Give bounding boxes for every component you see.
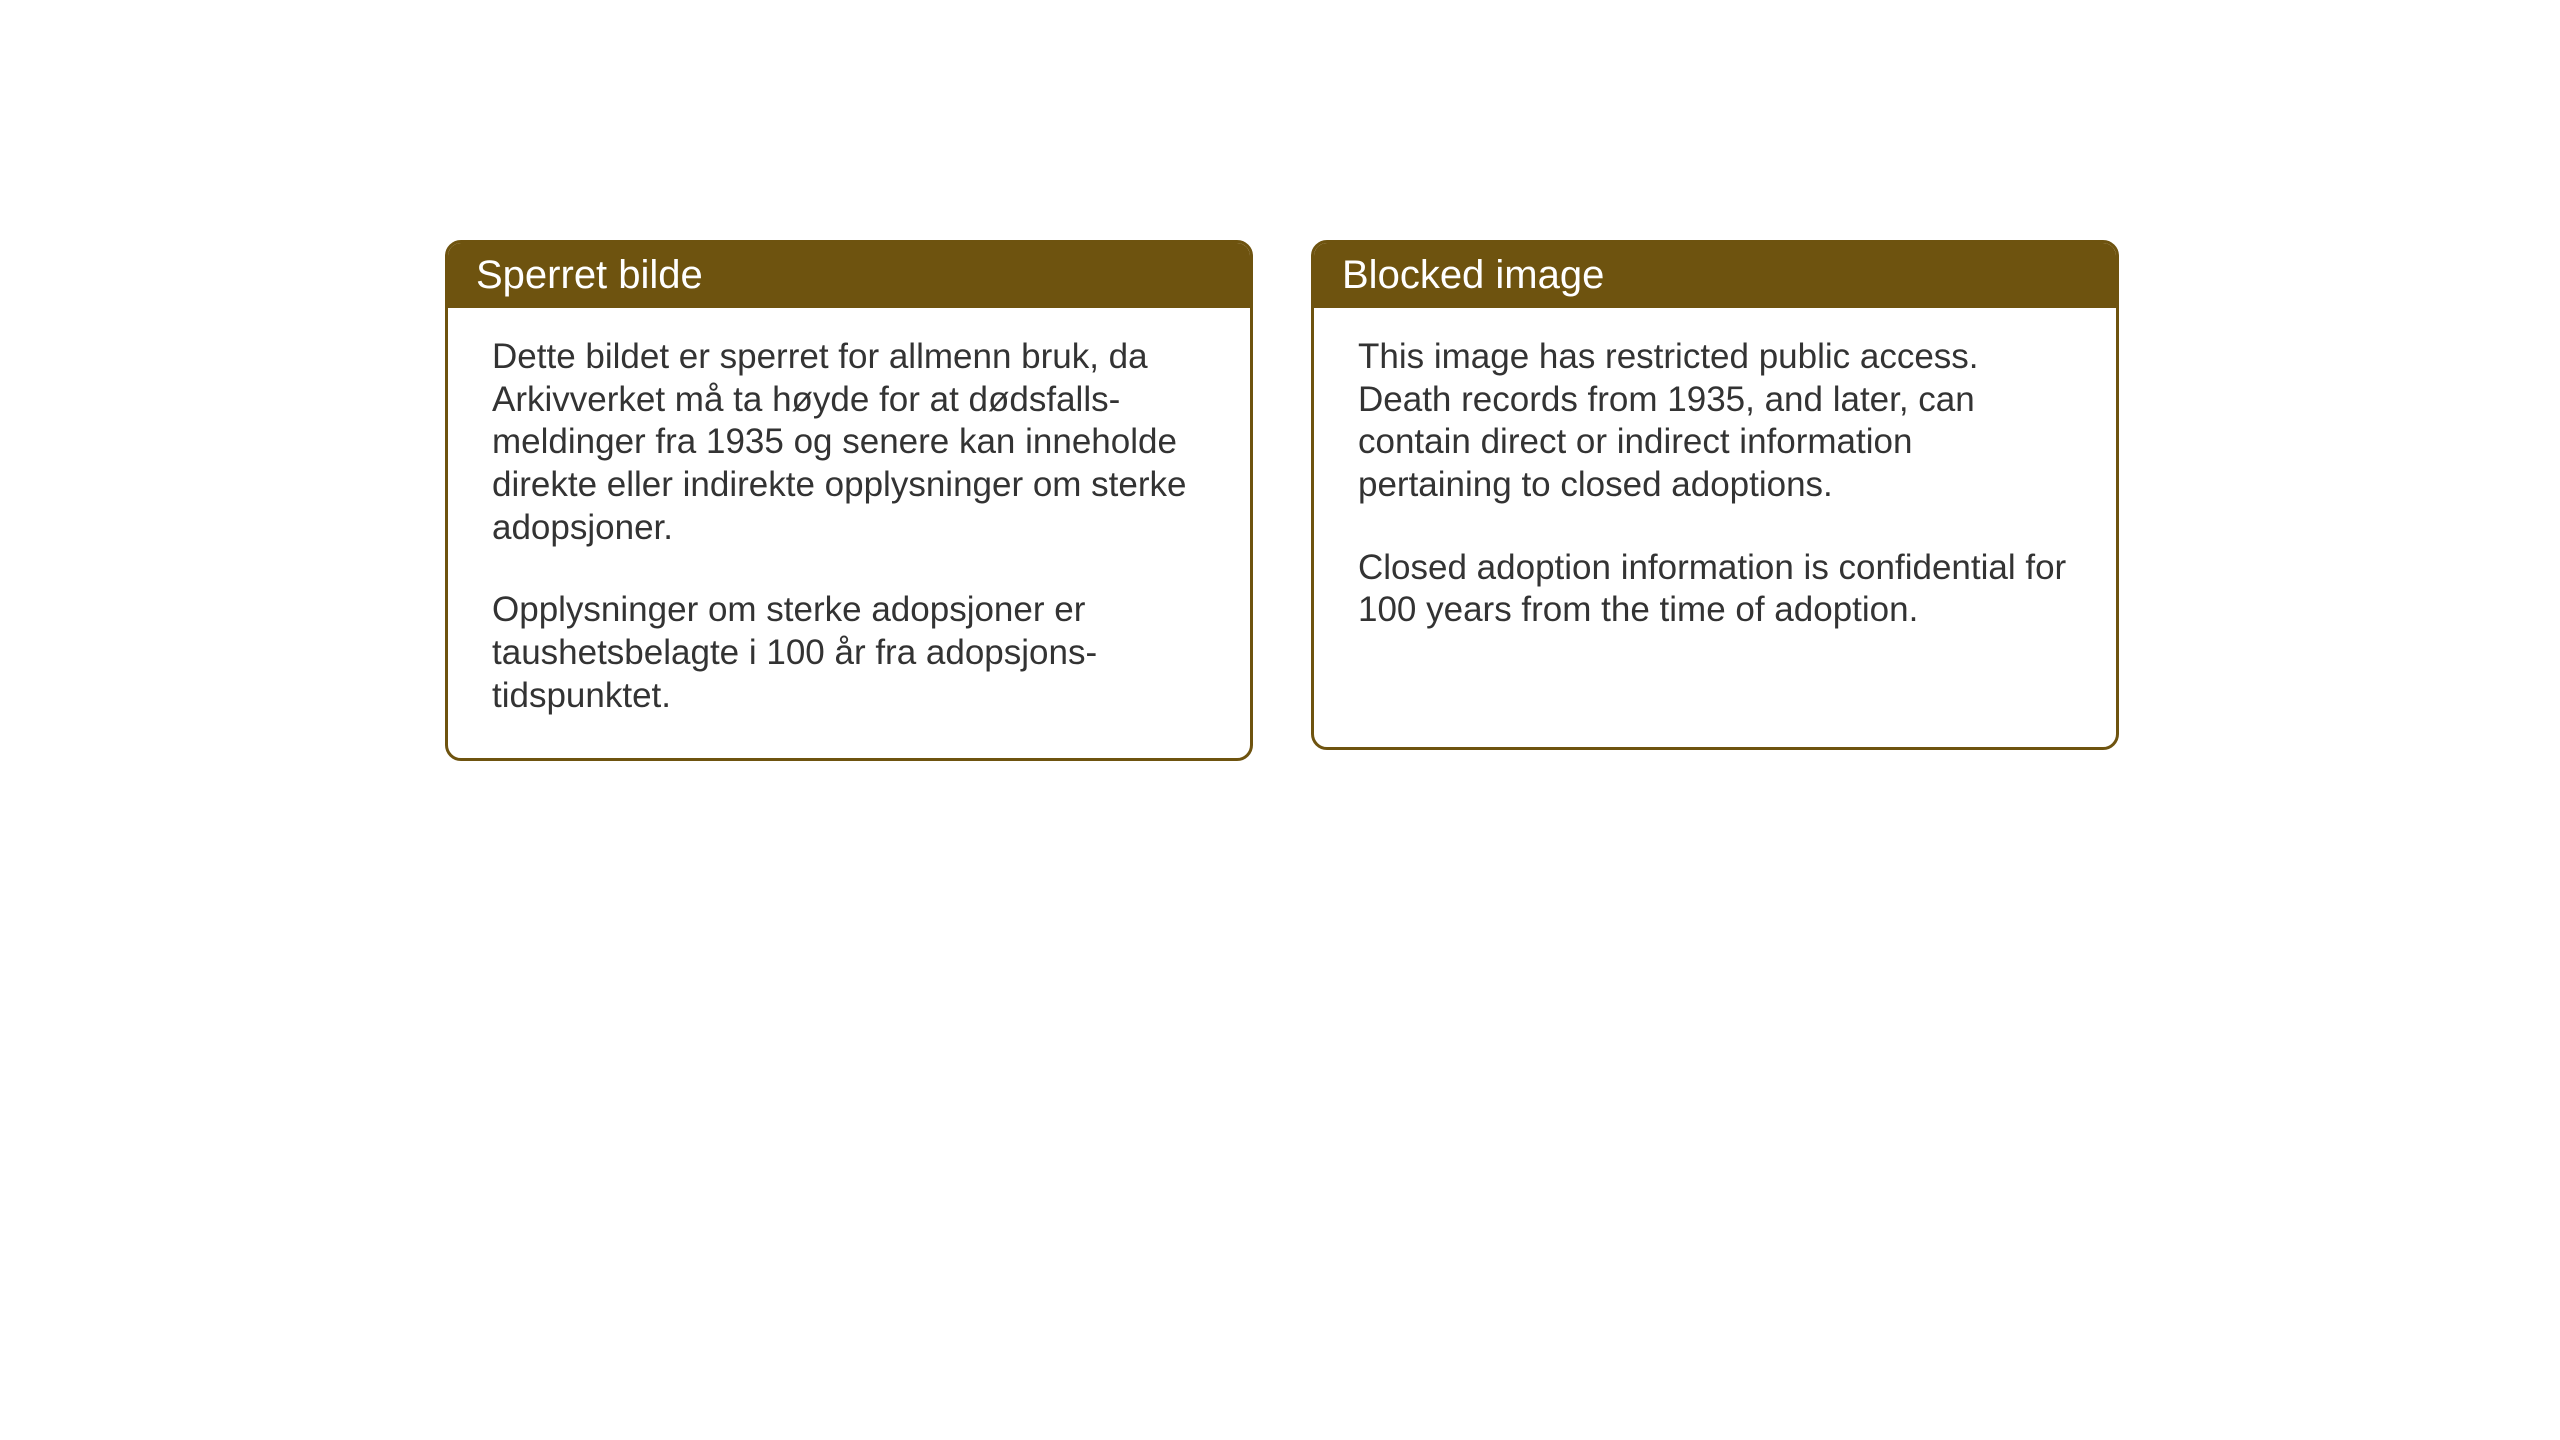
card-header-norwegian: Sperret bilde xyxy=(448,243,1250,308)
card-body-norwegian: Dette bildet er sperret for allmenn bruk… xyxy=(448,308,1250,758)
card-english: Blocked image This image has restricted … xyxy=(1311,240,2119,750)
card-header-english: Blocked image xyxy=(1314,243,2116,308)
card-paragraph1-norwegian: Dette bildet er sperret for allmenn bruk… xyxy=(492,336,1206,549)
card-title-english: Blocked image xyxy=(1342,253,1604,297)
card-paragraph2-english: Closed adoption information is confident… xyxy=(1358,547,2072,632)
card-norwegian: Sperret bilde Dette bildet er sperret fo… xyxy=(445,240,1253,761)
card-title-norwegian: Sperret bilde xyxy=(476,253,703,297)
card-paragraph2-norwegian: Opplysninger om sterke adopsjoner er tau… xyxy=(492,589,1206,717)
cards-container: Sperret bilde Dette bildet er sperret fo… xyxy=(445,240,2119,761)
card-paragraph1-english: This image has restricted public access.… xyxy=(1358,336,2072,507)
card-body-english: This image has restricted public access.… xyxy=(1314,308,2116,672)
